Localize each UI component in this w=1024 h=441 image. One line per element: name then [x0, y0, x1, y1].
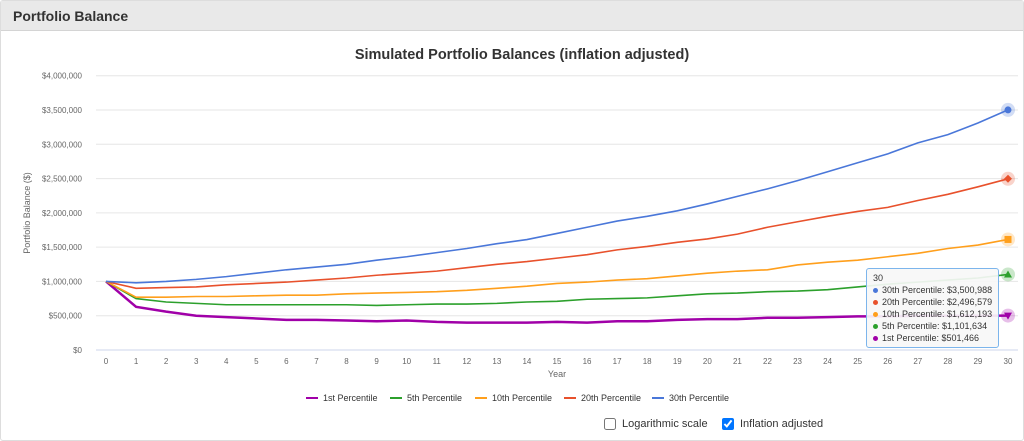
- y-tick-label: $500,000: [49, 312, 83, 321]
- x-tick-label: 24: [823, 357, 832, 366]
- x-tick-label: 4: [224, 357, 229, 366]
- log-scale-control[interactable]: Logarithmic scale: [604, 418, 708, 430]
- x-tick-label: 8: [344, 357, 349, 366]
- log-scale-label: Logarithmic scale: [622, 418, 708, 430]
- log-scale-checkbox[interactable]: [604, 418, 616, 430]
- x-tick-label: 2: [164, 357, 169, 366]
- x-tick-label: 20: [703, 357, 712, 366]
- x-tick-label: 11: [433, 357, 442, 366]
- series-dot-icon: [873, 300, 878, 306]
- x-tick-label: 16: [583, 357, 592, 366]
- series-dot-icon: [873, 312, 878, 318]
- x-axis-title: Year: [548, 369, 566, 379]
- legend-item[interactable]: 5th Percentile: [407, 393, 462, 403]
- chart-title: Simulated Portfolio Balances (inflation …: [355, 47, 690, 63]
- data-point-marker: [1004, 312, 1012, 320]
- x-tick-label: 14: [522, 357, 531, 366]
- tooltip: 30 30th Percentile: $3,500,988 20th Perce…: [866, 268, 1000, 348]
- x-tick-label: 22: [763, 357, 772, 366]
- series-line-4: [105, 109, 1009, 284]
- tooltip-row: 20th Percentile: $2,496,579: [873, 296, 992, 308]
- data-point-marker: [1004, 270, 1012, 278]
- data-point-marker: [1004, 106, 1012, 114]
- tooltip-row-text: 10th Percentile: $1,612,193: [882, 309, 993, 319]
- x-tick-label: 19: [673, 357, 682, 366]
- tooltip-row: 10th Percentile: $1,612,193: [873, 308, 992, 320]
- tooltip-row: 1st Percentile: $501,466: [873, 332, 992, 344]
- x-tick-label: 10: [402, 357, 411, 366]
- series-dot-icon: [873, 288, 878, 294]
- tooltip-header: 30: [873, 273, 884, 283]
- y-tick-label: $3,500,000: [42, 106, 83, 115]
- legend-item[interactable]: 10th Percentile: [492, 393, 552, 403]
- tooltip-row-text: 1st Percentile: $501,466: [882, 333, 980, 343]
- x-tick-label: 25: [853, 357, 862, 366]
- y-tick-label: $3,000,000: [42, 140, 83, 149]
- x-tick-label: 29: [973, 357, 982, 366]
- inflation-adjusted-label: Inflation adjusted: [740, 418, 824, 430]
- panel-title: Portfolio Balance: [13, 8, 129, 24]
- x-tick-label: 17: [613, 357, 622, 366]
- panel-header: Portfolio Balance: [1, 1, 1023, 31]
- series-line-0: [105, 280, 1009, 324]
- y-tick-label: $1,500,000: [42, 243, 83, 252]
- data-point-marker: [1004, 174, 1012, 183]
- series-dot-icon: [873, 324, 878, 330]
- inflation-adjusted-control[interactable]: Inflation adjusted: [722, 418, 823, 430]
- y-tick-label: $2,000,000: [42, 209, 83, 218]
- x-tick-label: 12: [462, 357, 471, 366]
- legend-item[interactable]: 30th Percentile: [669, 393, 729, 403]
- tooltip-row-text: 5th Percentile: $1,101,634: [882, 321, 988, 331]
- x-tick-label: 5: [254, 357, 259, 366]
- legend-item[interactable]: 20th Percentile: [581, 393, 641, 403]
- y-tick-label: $4,000,000: [42, 72, 83, 81]
- tooltip-row-text: 20th Percentile: $2,496,579: [882, 297, 993, 307]
- x-tick-label: 18: [643, 357, 652, 366]
- x-tick-label: 6: [284, 357, 289, 366]
- y-axis-title: Portfolio Balance ($): [22, 172, 32, 254]
- data-point-marker: [1004, 235, 1012, 243]
- x-tick-label: 23: [793, 357, 802, 366]
- y-tick-label: $2,500,000: [42, 175, 83, 184]
- series-line-1: [105, 273, 1009, 307]
- series-line-2: [105, 238, 1009, 298]
- tooltip-row: 30th Percentile: $3,500,988: [873, 284, 992, 296]
- x-tick-label: 21: [733, 357, 742, 366]
- legend-item[interactable]: 1st Percentile: [323, 393, 378, 403]
- x-tick-label: 30: [1004, 357, 1013, 366]
- x-tick-label: 9: [374, 357, 379, 366]
- x-tick-label: 15: [553, 357, 562, 366]
- x-tick-label: 28: [943, 357, 952, 366]
- x-tick-label: 7: [314, 357, 319, 366]
- x-tick-label: 26: [883, 357, 892, 366]
- x-tick-label: 0: [104, 357, 109, 366]
- x-tick-label: 3: [194, 357, 199, 366]
- x-tick-label: 1: [134, 357, 139, 366]
- tooltip-row: 5th Percentile: $1,101,634: [873, 320, 992, 332]
- x-tick-label: 13: [492, 357, 501, 366]
- series-line-3: [105, 178, 1009, 290]
- x-tick-label: 27: [913, 357, 922, 366]
- series-dot-icon: [873, 336, 878, 342]
- y-tick-label: $0: [73, 346, 82, 355]
- inflation-adjusted-checkbox[interactable]: [722, 418, 734, 430]
- tooltip-row-text: 30th Percentile: $3,500,988: [882, 285, 993, 295]
- y-tick-label: $1,000,000: [42, 277, 83, 286]
